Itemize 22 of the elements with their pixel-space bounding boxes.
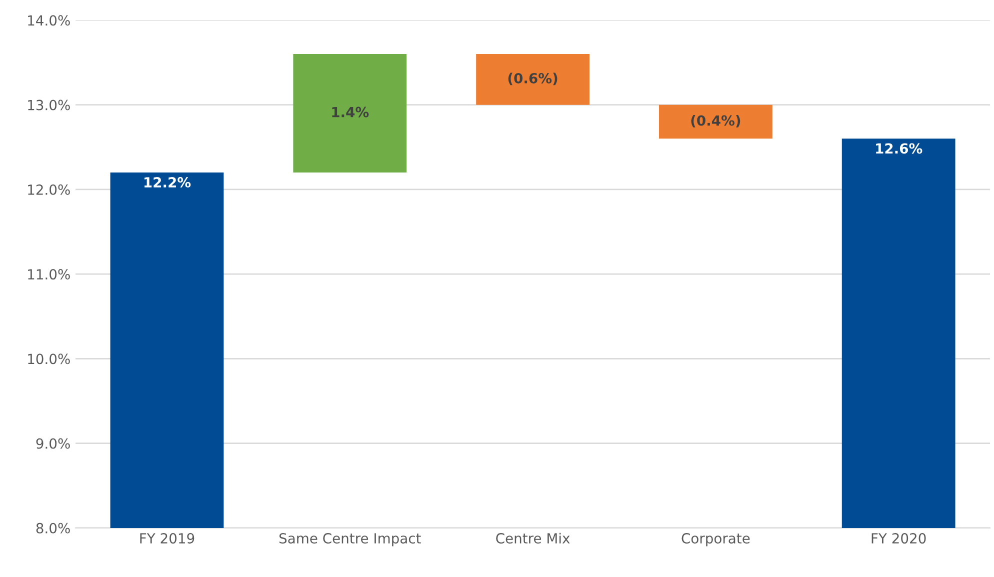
y-tick-label: 9.0%	[36, 438, 70, 449]
y-tick-label: 14.0%	[28, 15, 70, 26]
x-tick-label: FY 2020	[872, 533, 926, 544]
bar	[293, 54, 407, 173]
bar	[476, 54, 590, 105]
bar	[658, 104, 772, 139]
bar	[110, 172, 224, 528]
data-label: 12.6%	[876, 143, 922, 154]
data-label: (0.4%)	[691, 115, 740, 128]
y-tick-label: 11.0%	[28, 269, 70, 280]
y-tick-label: 10.0%	[28, 354, 70, 364]
y-tick-label: 8.0%	[36, 522, 70, 534]
x-tick-label: Centre Mix	[496, 532, 570, 544]
y-tick-label: 12.0%	[28, 184, 70, 195]
data-label: (0.6%)	[508, 72, 558, 86]
bar	[842, 138, 956, 528]
data-label: 12.2%	[144, 177, 191, 188]
data-label: 1.4%	[332, 106, 369, 118]
x-tick-label: FY 2019	[140, 533, 194, 544]
x-tick-label: Same Centre Impact	[279, 533, 421, 546]
y-tick-label: 13.0%	[28, 100, 70, 110]
x-tick-label: Corporate	[682, 533, 750, 546]
